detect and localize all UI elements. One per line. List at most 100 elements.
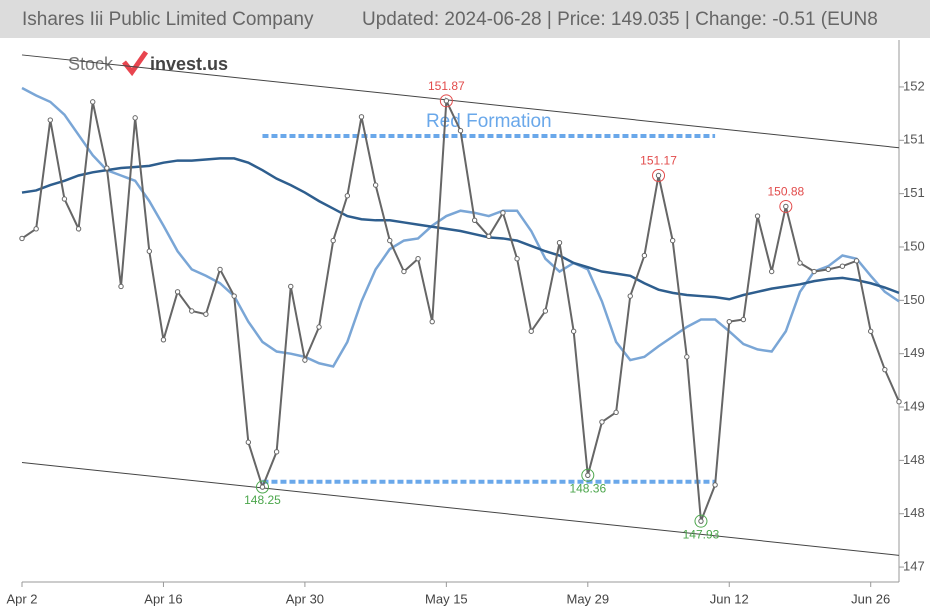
extreme-marker xyxy=(694,514,708,528)
close-point xyxy=(613,409,619,416)
extreme-label: 151.17 xyxy=(640,154,677,168)
x-tick-label: May 15 xyxy=(425,591,468,606)
close-point xyxy=(288,283,294,290)
y-tick-label: 151 xyxy=(903,185,925,200)
close-point xyxy=(669,237,676,244)
close-point xyxy=(75,226,82,232)
close-point xyxy=(146,248,153,254)
y-tick-label: 149 xyxy=(903,398,925,413)
close-point xyxy=(203,311,209,317)
close-point xyxy=(217,266,223,273)
close-point xyxy=(443,98,450,104)
close-point xyxy=(641,252,648,259)
close-point xyxy=(47,117,53,123)
close-point xyxy=(90,99,96,105)
x-tick-label: Jun 12 xyxy=(710,591,749,606)
close-point xyxy=(174,289,181,295)
close-point xyxy=(231,293,237,299)
close-point xyxy=(104,165,110,171)
extreme-marker xyxy=(779,199,793,213)
close-point xyxy=(698,518,704,524)
close-point xyxy=(344,193,351,199)
formation-label: Red Formation xyxy=(426,111,552,132)
close-point xyxy=(853,258,860,264)
close-point xyxy=(486,233,492,240)
extreme-label: 151.87 xyxy=(428,79,465,93)
close-point xyxy=(768,268,775,275)
chart-title: Ishares Iii Public Limited Company xyxy=(22,9,314,30)
close-point xyxy=(429,318,435,325)
extreme-marker xyxy=(439,94,453,108)
close-point xyxy=(627,293,633,299)
chart-subtitle: Updated: 2024-06-28 | Price: 149.035 | C… xyxy=(362,9,878,30)
close-point xyxy=(415,256,421,262)
trend-line xyxy=(21,462,900,556)
extreme-label: 148.25 xyxy=(244,493,281,507)
y-tick-label: 150 xyxy=(903,292,925,307)
close-point xyxy=(189,308,195,314)
close-point xyxy=(471,217,478,224)
series-line xyxy=(21,86,900,368)
close-point xyxy=(259,484,266,490)
close-point xyxy=(585,472,591,479)
close-point xyxy=(740,316,747,323)
close-point xyxy=(302,357,308,363)
close-point xyxy=(500,210,506,216)
brand-right: invest.us xyxy=(150,54,228,74)
y-tick-label: 148 xyxy=(903,452,925,467)
close-point xyxy=(754,213,761,219)
close-point xyxy=(570,328,577,334)
close-point xyxy=(825,266,831,273)
extreme-label: 147.93 xyxy=(683,527,720,541)
close-point xyxy=(726,318,732,325)
close-point xyxy=(514,256,520,262)
close-point xyxy=(783,203,789,210)
close-point xyxy=(118,283,124,290)
extreme-marker xyxy=(255,480,269,494)
extreme-marker xyxy=(581,468,595,482)
close-point xyxy=(61,196,68,202)
series-line xyxy=(21,157,900,301)
close-point xyxy=(599,419,605,425)
y-tick-label: 148 xyxy=(903,505,925,520)
trend-line xyxy=(21,54,900,149)
y-tick-label: 150 xyxy=(903,238,925,253)
close-point xyxy=(655,172,662,179)
close-point xyxy=(358,114,365,120)
x-tick-label: Apr 30 xyxy=(286,591,324,606)
y-tick-label: 152 xyxy=(903,78,925,93)
y-tick-label: 149 xyxy=(903,345,925,360)
close-point xyxy=(896,398,902,405)
x-tick-label: Apr 16 xyxy=(144,591,182,606)
close-point xyxy=(160,337,167,343)
x-tick-label: May 29 xyxy=(566,591,609,606)
x-tick-label: Jun 26 xyxy=(851,591,890,606)
close-point xyxy=(372,182,379,188)
brand-left: Stock xyxy=(68,54,114,74)
close-point xyxy=(245,439,252,445)
close-point xyxy=(316,324,322,330)
close-point xyxy=(528,328,534,334)
close-point xyxy=(712,482,718,488)
close-point xyxy=(330,237,336,244)
title-bar xyxy=(0,0,930,38)
extreme-label: 148.36 xyxy=(569,481,606,495)
extreme-marker xyxy=(652,169,666,182)
close-point xyxy=(868,328,874,334)
close-point xyxy=(882,366,888,373)
close-point xyxy=(33,226,39,232)
close-point xyxy=(273,449,280,455)
close-point xyxy=(457,127,464,134)
extreme-label: 150.88 xyxy=(767,185,804,199)
brand-check xyxy=(122,50,149,77)
y-tick-label: 151 xyxy=(903,132,925,147)
close-point xyxy=(19,235,25,242)
close-point xyxy=(132,115,138,121)
close-point xyxy=(811,268,817,275)
close-point xyxy=(542,308,549,314)
close-point xyxy=(387,237,393,244)
close-point xyxy=(684,354,690,360)
close-point xyxy=(839,263,846,269)
close-point xyxy=(556,240,563,246)
